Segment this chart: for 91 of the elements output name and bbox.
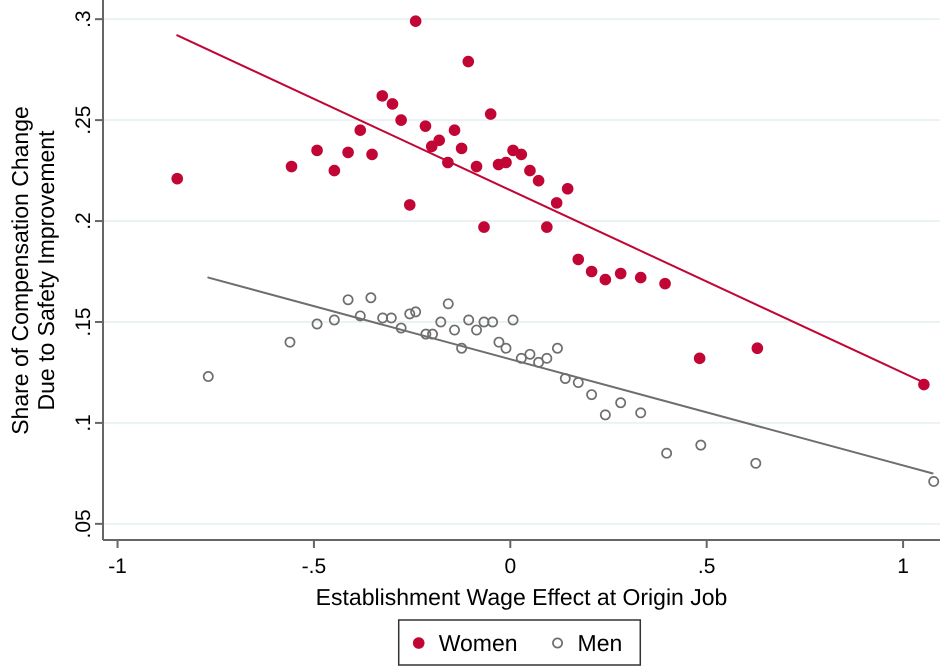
- y-tick-label: .3: [72, 10, 95, 28]
- point: [752, 342, 764, 354]
- y-tick-label: .15: [72, 307, 95, 337]
- point: [420, 328, 432, 340]
- point: [404, 308, 416, 320]
- point: [484, 108, 496, 120]
- y-tick-label: .1: [72, 414, 95, 432]
- x-tick-label: 0: [504, 555, 516, 578]
- point: [449, 324, 460, 336]
- point: [750, 458, 762, 469]
- point: [386, 312, 397, 324]
- point: [487, 316, 498, 328]
- y-tick-label: .2: [72, 212, 95, 230]
- point: [560, 373, 571, 384]
- point: [541, 221, 553, 233]
- point: [395, 114, 407, 126]
- point: [433, 134, 446, 146]
- point: [478, 221, 490, 233]
- point: [286, 160, 298, 172]
- legend-label: Women: [438, 630, 518, 656]
- legend-label: Men: [578, 630, 622, 656]
- point: [600, 409, 611, 420]
- point: [442, 298, 454, 310]
- x-tick-label: 1: [897, 555, 909, 578]
- point: [427, 328, 438, 340]
- point: [448, 124, 460, 136]
- point: [524, 348, 536, 360]
- point: [386, 98, 398, 110]
- point: [456, 342, 468, 354]
- point: [634, 272, 647, 284]
- x-tick-label: -.5: [302, 555, 326, 578]
- point: [516, 148, 528, 160]
- point: [420, 120, 432, 132]
- point: [562, 182, 574, 195]
- point: [470, 160, 482, 172]
- point: [462, 56, 474, 68]
- point: [635, 407, 646, 418]
- point: [615, 397, 626, 408]
- point: [410, 306, 422, 318]
- point: [694, 352, 706, 364]
- point: [366, 148, 378, 160]
- point: [524, 164, 536, 176]
- point: [342, 294, 354, 306]
- point: [171, 172, 184, 184]
- x-tick-label: -1: [108, 555, 127, 578]
- point: [377, 312, 388, 324]
- point: [328, 314, 340, 326]
- point: [500, 156, 512, 168]
- point: [493, 336, 504, 348]
- y-tick-label: .25: [72, 106, 95, 135]
- point: [508, 314, 519, 326]
- point: [328, 164, 340, 176]
- x-axis-title: Establishment Wage Effect at Origin Job: [316, 584, 728, 610]
- point: [311, 144, 323, 156]
- point: [532, 174, 544, 186]
- point: [284, 336, 296, 348]
- point: [661, 448, 672, 459]
- point: [354, 310, 366, 322]
- point: [342, 146, 354, 158]
- point: [533, 356, 544, 368]
- point: [695, 440, 706, 451]
- point: [541, 352, 552, 364]
- x-tick-label: .5: [698, 555, 716, 578]
- point: [376, 90, 388, 102]
- point: [202, 371, 214, 382]
- point: [659, 278, 671, 290]
- point: [456, 142, 468, 154]
- point: [312, 318, 323, 330]
- point: [404, 199, 416, 211]
- point: [550, 197, 562, 209]
- point: [586, 266, 598, 278]
- point: [516, 352, 527, 364]
- point: [410, 15, 422, 27]
- point: [614, 268, 626, 280]
- point: [365, 292, 376, 304]
- point: [600, 274, 612, 286]
- point: [435, 316, 446, 328]
- point: [354, 124, 366, 136]
- point: [586, 389, 598, 400]
- y-axis-title: Share of Compensation Change Due to Safety Improvement: [7, 106, 59, 435]
- point: [552, 342, 563, 354]
- point: [396, 322, 407, 334]
- point: [426, 140, 438, 152]
- point: [572, 254, 584, 266]
- y-tick-label: .05: [72, 509, 95, 538]
- point: [928, 476, 940, 487]
- point: [463, 314, 474, 326]
- point: [478, 316, 490, 328]
- point: [500, 342, 512, 354]
- point: [471, 324, 482, 336]
- point: [572, 377, 584, 388]
